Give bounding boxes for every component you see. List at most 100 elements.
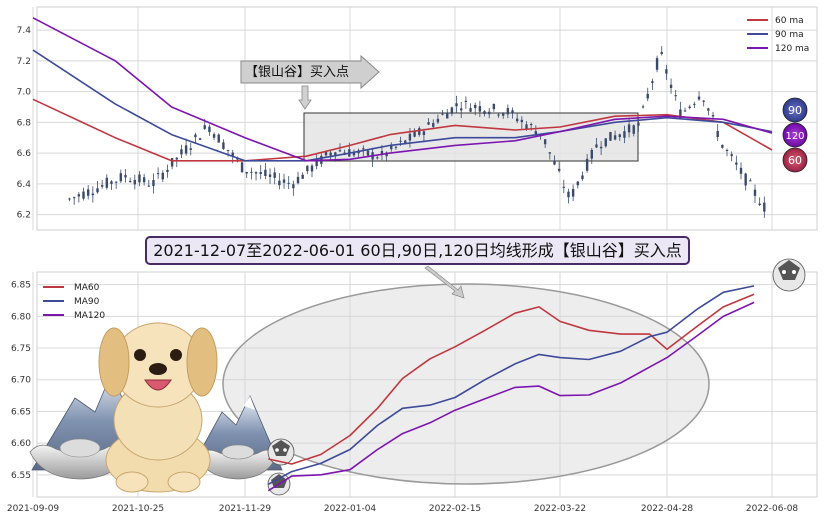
candle-body (292, 184, 295, 189)
candle-body (581, 175, 584, 180)
candle-body (180, 149, 183, 155)
bottom-x-tick-label: 2022-01-04 (324, 504, 377, 514)
candle-body (674, 95, 677, 97)
candle-body (156, 173, 160, 175)
candle-body (68, 198, 71, 200)
candle-body (697, 96, 701, 100)
candle-body (203, 125, 206, 129)
top-ma-lines (32, 17, 773, 162)
candle-body (735, 162, 738, 165)
candle-body (142, 177, 146, 183)
candle-body (133, 179, 137, 185)
top-y-tick-label: 7.4 (17, 26, 32, 36)
badge-120-label: 120 (785, 131, 804, 142)
candle-body (161, 172, 164, 180)
candle-body (100, 185, 104, 187)
candle-body (711, 115, 715, 117)
candle-body (627, 124, 631, 133)
callout-pointer-icon (424, 265, 465, 299)
top-line-60-ma (32, 98, 773, 162)
candle-body (534, 131, 538, 136)
candle-body (543, 139, 547, 145)
candle-body (571, 188, 575, 197)
candle-body (72, 197, 76, 199)
bottom-y-tick-label: 6.65 (11, 407, 31, 417)
candle-body (599, 146, 603, 149)
candle-body (520, 119, 524, 123)
candle-body (753, 189, 757, 196)
candle-body (455, 103, 458, 107)
candle-body (268, 174, 272, 177)
bottom-line-ma120 (267, 301, 755, 492)
candle-body (231, 152, 234, 157)
top-panel-grid (32, 7, 817, 230)
bottom-panel-x-ticks: 2021-09-09 2021-10-25 2021-11-29 2022-01-04… (7, 504, 799, 514)
candle-body (613, 135, 617, 140)
candle-body (739, 167, 743, 174)
candle-body (679, 109, 682, 119)
candle-body (380, 150, 384, 155)
candle-body (478, 106, 482, 112)
candle-body (315, 158, 318, 167)
top-line-90-ma (32, 49, 773, 162)
bottom-y-tick-label: 6.80 (11, 312, 31, 322)
bottom-x-tick-label: 2021-09-09 (7, 504, 60, 514)
bottom-x-tick-label: 2021-11-29 (219, 504, 272, 514)
bottom-y-tick-label: 6.55 (11, 471, 31, 481)
bottom-ma-lines (267, 285, 755, 492)
candle-body (618, 134, 621, 138)
top-y-tick-label: 7.0 (17, 88, 32, 98)
top-panel-y-ticks: 6.2 6.4 6.6 6.8 7.0 7.2 7.4 (17, 26, 32, 221)
candle-body (329, 152, 332, 156)
candle-body (506, 108, 510, 115)
candle-body (245, 171, 248, 174)
top-y-tick-label: 6.4 (17, 180, 32, 190)
candle-body (576, 181, 579, 186)
candle-body (408, 133, 412, 141)
candle-body (128, 180, 132, 183)
candle-body (651, 81, 654, 83)
candle-body (730, 154, 733, 157)
candle-body (609, 132, 612, 141)
candle-body (469, 108, 472, 112)
candle-body (296, 176, 300, 184)
candle-body (390, 144, 393, 150)
candle-body (376, 157, 379, 159)
candle-body (693, 103, 696, 105)
candle-body (725, 149, 729, 151)
candle-body (557, 168, 561, 171)
dog-mascot-icon (98, 322, 218, 493)
candle-body (562, 186, 566, 188)
bottom-panel-y-ticks: 6.55 6.60 6.65 6.70 6.75 6.80 6.85 (11, 281, 31, 481)
candle-body (763, 202, 766, 212)
down-pointer-icon (298, 85, 312, 110)
candle-body (669, 84, 673, 88)
candle-body (529, 124, 533, 126)
candle-body (352, 152, 356, 156)
candle-body (110, 181, 113, 184)
legend-label-120ma: 120 ma (775, 44, 809, 54)
candle-body (114, 181, 118, 183)
badge-90-label: 90 (788, 104, 802, 117)
top-y-tick-label: 6.8 (17, 118, 32, 128)
buy-point-arrow (240, 54, 380, 90)
candle-body (194, 134, 197, 138)
bottom-x-tick-label: 2021-10-25 (112, 504, 164, 514)
candle-body (567, 191, 570, 198)
candle-body (147, 185, 150, 187)
bottom-x-tick-label: 2022-06-08 (746, 504, 799, 514)
candle-body (487, 111, 491, 115)
candle-body (418, 128, 421, 135)
candle-body (96, 188, 99, 193)
candle-body (483, 111, 486, 114)
top-legend: 60 ma 90 ma 120 ma (747, 16, 809, 54)
candle-body (366, 150, 370, 156)
candle-body (399, 140, 402, 142)
candle-body (105, 177, 109, 188)
candle-body (665, 69, 668, 74)
bottom-x-tick-label: 2022-03-22 (534, 504, 586, 514)
candle-body (511, 110, 514, 113)
candle-body (208, 126, 211, 133)
candle-body (212, 134, 216, 138)
candle-body (515, 118, 519, 122)
